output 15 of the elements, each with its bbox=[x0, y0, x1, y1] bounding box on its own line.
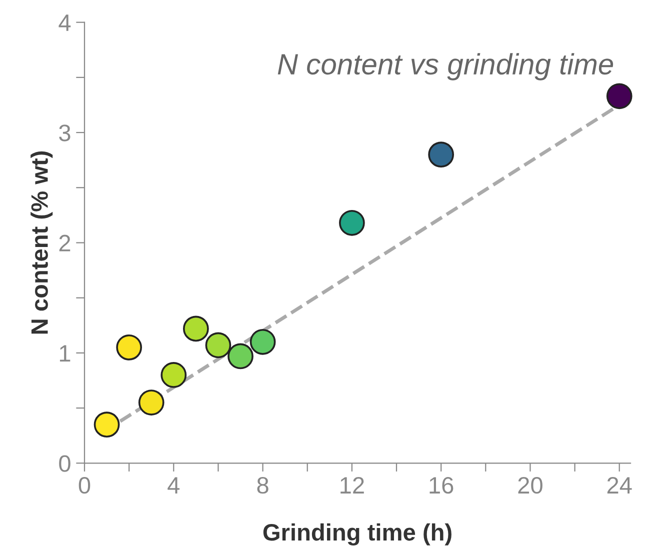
x-tick-label: 12 bbox=[340, 476, 364, 494]
x-tick-label: 8 bbox=[257, 476, 268, 494]
y-tick-label: 4 bbox=[58, 14, 71, 31]
x-tick-label: 4 bbox=[168, 477, 180, 494]
y-tick-label: 3 bbox=[59, 124, 70, 142]
y-axis-title: N content (% wt) bbox=[30, 151, 53, 334]
x-tick-label: 24 bbox=[607, 476, 632, 494]
y-tick-label: 0 bbox=[59, 455, 70, 472]
x-tick-label: 0 bbox=[78, 476, 90, 494]
x-tick-label: 16 bbox=[430, 476, 454, 494]
x-axis-title: Grinding time (h) bbox=[263, 523, 452, 546]
y-tick-label: 1 bbox=[60, 345, 70, 362]
text: N content vs grinding time bbox=[278, 53, 614, 80]
y-tick-label: 2 bbox=[59, 234, 70, 252]
x-tick-label: 20 bbox=[518, 476, 542, 494]
